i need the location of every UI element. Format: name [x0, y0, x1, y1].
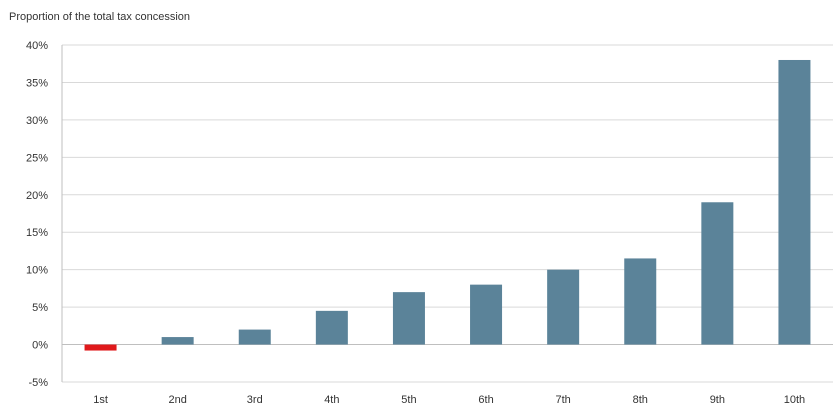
y-tick-label: 25%	[26, 152, 48, 164]
chart-title: Proportion of the total tax concession	[9, 11, 190, 23]
bar-5th	[392, 292, 425, 345]
bar-9th	[701, 202, 734, 345]
bars	[84, 59, 811, 351]
y-tick-label: 30%	[26, 115, 48, 127]
x-tick-label: 4th	[324, 394, 339, 406]
bar-4th	[315, 310, 348, 345]
y-axis: -5% 0% 5% 10% 15% 20% 25% 30% 35% 40%	[26, 40, 48, 389]
x-tick-label: 7th	[556, 394, 571, 406]
y-tick-label: 0%	[32, 340, 48, 352]
y-tick-label: -5%	[28, 377, 48, 389]
y-tick-label: 20%	[26, 190, 48, 202]
bar-7th	[547, 269, 580, 345]
bar-6th	[470, 284, 503, 345]
x-tick-label: 1st	[93, 394, 108, 406]
x-tick-label: 9th	[710, 394, 725, 406]
bar-8th	[624, 258, 657, 345]
bar-2nd	[161, 337, 194, 345]
bar-1st	[84, 344, 117, 351]
y-tick-label: 5%	[32, 302, 48, 314]
x-tick-label: 3rd	[247, 394, 263, 406]
x-tick-label: 8th	[633, 394, 648, 406]
y-tick-label: 10%	[26, 265, 48, 277]
x-tick-label: 2nd	[168, 394, 186, 406]
x-tick-label: 10th	[784, 394, 805, 406]
x-tick-label: 6th	[478, 394, 493, 406]
x-axis: 1st 2nd 3rd 4th 5th 6th 7th 8th 9th 10th	[93, 394, 805, 406]
y-tick-label: 15%	[26, 227, 48, 239]
y-tick-label: 40%	[26, 40, 48, 52]
x-tick-label: 5th	[401, 394, 416, 406]
bar-3rd	[238, 329, 271, 345]
bar-10th	[778, 59, 811, 345]
y-tick-label: 35%	[26, 77, 48, 89]
